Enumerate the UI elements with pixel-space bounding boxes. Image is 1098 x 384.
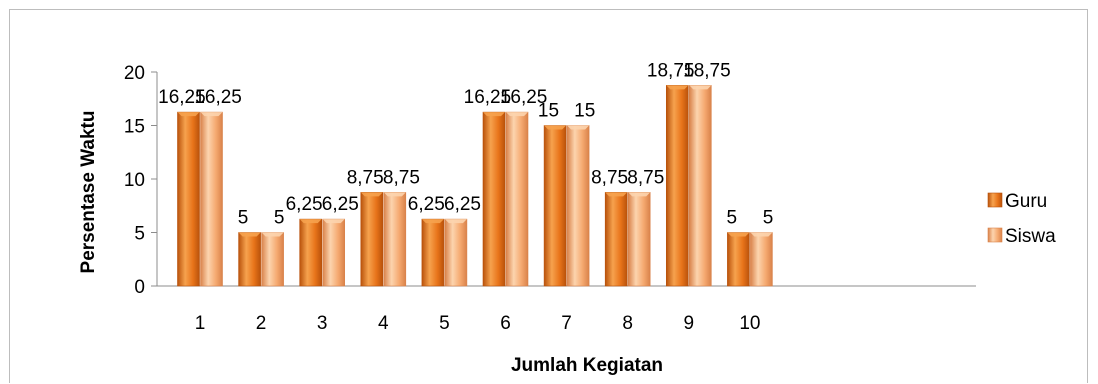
bar-siswa (566, 125, 590, 287)
bar-top-bevel (322, 219, 345, 224)
bar-top-bevel (421, 219, 444, 224)
bar-top-bevel (238, 232, 261, 237)
bar-top-bevel (666, 85, 689, 90)
bar-top-bevel (299, 219, 322, 224)
bar-guru (727, 232, 750, 287)
bar-top-bevel (360, 192, 383, 197)
bar-siswa (322, 218, 346, 287)
data-label-siswa: 5 (763, 208, 774, 229)
bar-top-bevel (506, 112, 528, 117)
data-label-guru: 16,25 (464, 87, 512, 108)
bar-top-bevel (727, 232, 750, 237)
data-label-guru: 6,25 (286, 194, 323, 215)
bar-top-bevel (383, 192, 406, 197)
legend-label-siswa: Siswa (1005, 226, 1056, 247)
bar-top-bevel (444, 219, 467, 224)
bar-guru (238, 232, 261, 287)
y-tick-label: 0 (134, 277, 145, 298)
data-label-siswa: 6,25 (322, 194, 359, 215)
bar-siswa (261, 232, 284, 287)
x-tick-label: 6 (500, 313, 511, 334)
bar-siswa (383, 192, 407, 287)
data-label-guru: 8,75 (347, 167, 384, 188)
x-tick-label: 3 (317, 313, 328, 334)
data-label-siswa: 18,75 (683, 60, 731, 81)
data-label-siswa: 15 (574, 101, 595, 122)
bar-siswa (200, 111, 223, 287)
y-tick-label: 10 (124, 170, 145, 191)
bar-guru (299, 218, 323, 287)
bar-siswa (444, 218, 468, 287)
legend: Guru Siswa (987, 191, 1056, 247)
bar-top-bevel (200, 112, 223, 117)
bar-top-bevel (177, 112, 200, 117)
data-label-siswa: 16,25 (500, 87, 548, 108)
data-label-siswa: 16,25 (194, 87, 242, 108)
x-tick-label: 4 (378, 313, 389, 334)
data-label-siswa: 8,75 (627, 167, 664, 188)
bar-guru (543, 125, 567, 287)
y-tick-label: 5 (134, 224, 145, 245)
x-tick-label: 2 (256, 313, 267, 334)
bar-top-bevel (544, 125, 567, 130)
bar-top-bevel (605, 192, 628, 197)
data-label-guru: 6,25 (408, 194, 445, 215)
data-label-siswa: 5 (274, 208, 285, 229)
x-tick-label: 7 (561, 313, 572, 334)
bar-guru (665, 85, 689, 287)
data-label-guru: 16,25 (158, 87, 206, 108)
bar-top-bevel (750, 232, 773, 237)
bar-guru (604, 192, 628, 287)
bar-top-bevel (628, 192, 651, 197)
bar-top-bevel (261, 232, 284, 237)
bar-guru (177, 111, 200, 287)
x-tick-label: 10 (739, 313, 760, 334)
x-axis-title: Jumlah Kegiatan (511, 355, 663, 376)
data-label-siswa: 8,75 (383, 167, 420, 188)
data-label-guru: 5 (727, 208, 738, 229)
data-label-guru: 8,75 (591, 167, 628, 188)
bar-guru (482, 111, 506, 287)
legend-label-guru: Guru (1005, 191, 1047, 212)
data-label-guru: 5 (238, 208, 249, 229)
bar-siswa (505, 111, 529, 287)
data-label-guru: 18,75 (647, 60, 695, 81)
bar-top-bevel (567, 125, 590, 130)
bar-siswa (627, 192, 651, 287)
bar-top-bevel (483, 112, 505, 117)
bar-siswa (750, 232, 773, 287)
bar-siswa (688, 85, 712, 287)
bar-guru (421, 218, 445, 287)
x-tick-label: 1 (195, 313, 206, 334)
bar-top-bevel (689, 85, 712, 90)
legend-swatch-guru (987, 192, 1003, 208)
x-tick-label: 8 (622, 313, 633, 334)
axes: 0 5 10 15 20 1 2 3 4 5 6 7 8 9 10 (124, 63, 976, 334)
data-label-siswa: 6,25 (444, 194, 481, 215)
y-axis-title: Persentase Waktu (78, 111, 99, 274)
bars (177, 85, 773, 287)
y-tick-label: 20 (124, 63, 145, 84)
x-tick-label: 5 (439, 313, 450, 334)
y-tick-label: 15 (124, 117, 145, 138)
bar-guru (360, 192, 384, 287)
chart-frame: 0 5 10 15 20 1 2 3 4 5 6 7 8 9 10 16,25 16,25 5 5 6,25 6,25… (9, 9, 1088, 383)
legend-swatch-siswa (987, 227, 1003, 243)
x-tick-label: 9 (684, 313, 695, 334)
data-label-guru: 15 (538, 101, 559, 122)
